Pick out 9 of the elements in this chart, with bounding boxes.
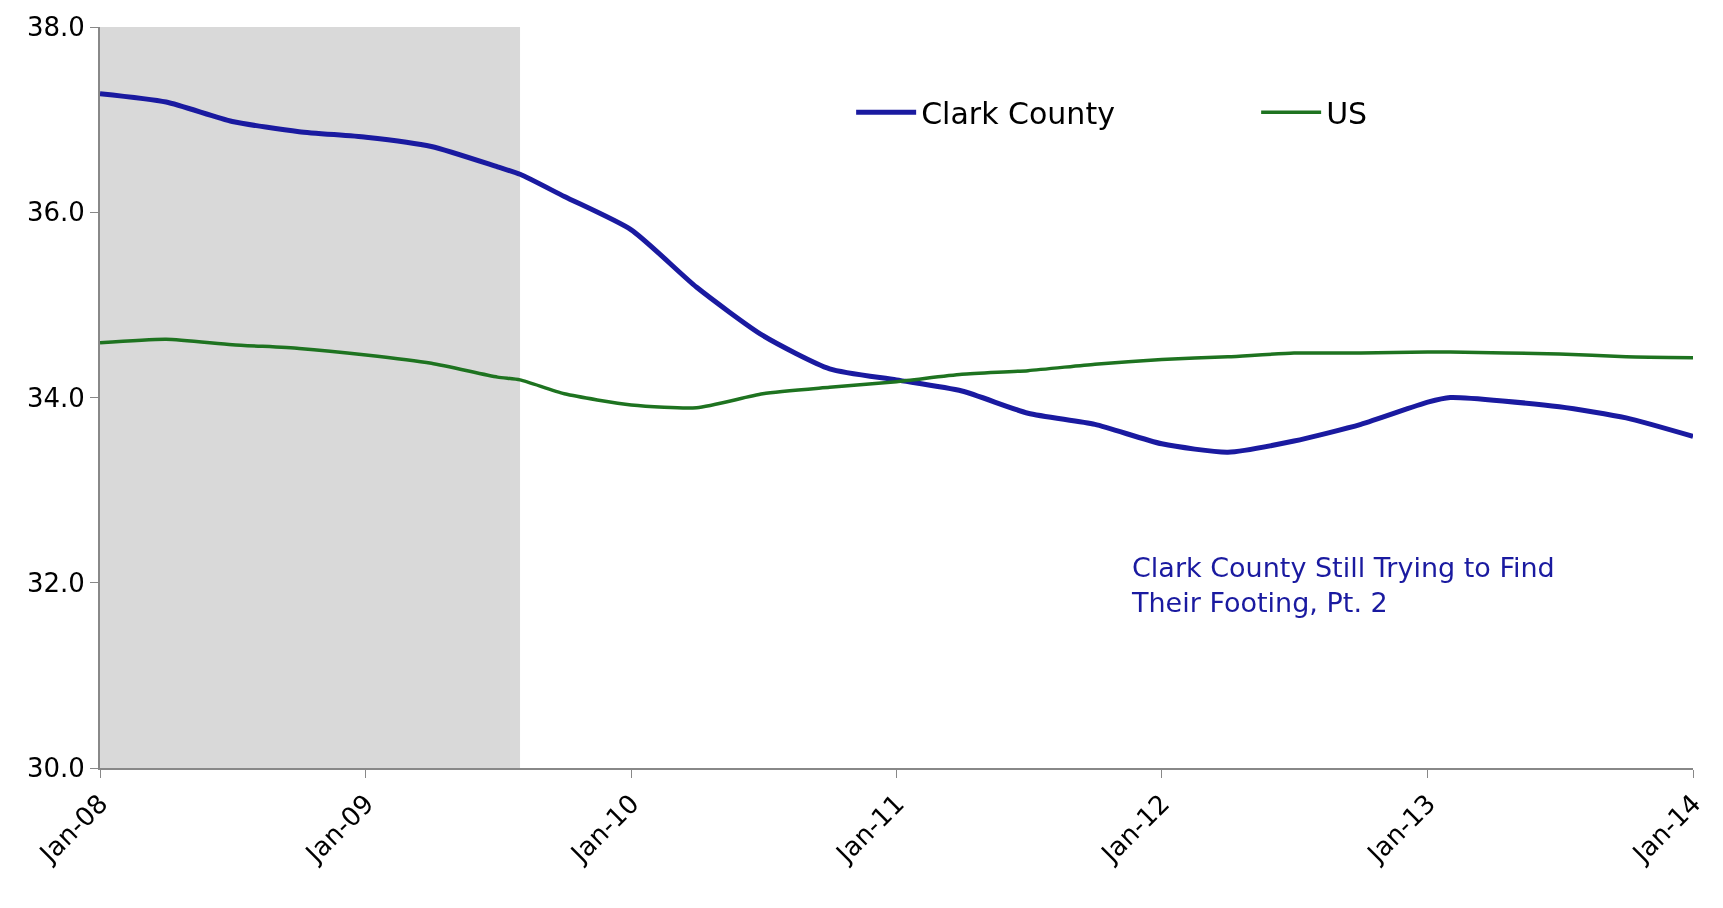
legend-label: US	[1326, 95, 1368, 131]
y-tick-label: 34.0	[26, 382, 85, 413]
y-tick-label: 30.0	[26, 753, 85, 784]
legend-label: Clark County	[921, 95, 1115, 131]
annotation: Clark County Still Trying to Find Their Footing, Pt. 2	[1131, 552, 1555, 619]
y-tick-label: 38.0	[26, 12, 85, 43]
y-tick-label: 36.0	[26, 197, 85, 228]
line-series	[100, 337, 1693, 410]
y-tick-label: 32.0	[26, 567, 85, 598]
